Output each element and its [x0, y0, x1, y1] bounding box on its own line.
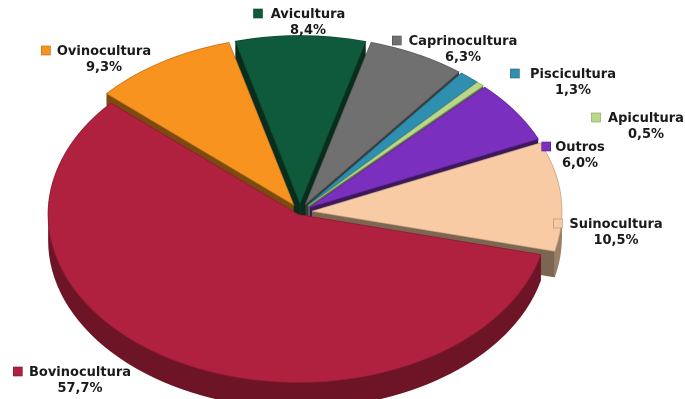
slice-avicultura — [234, 35, 367, 205]
pie-labels: Avicultura8,4%Caprinocultura6,3%Piscicul… — [13, 7, 684, 396]
legend-swatch-outros — [541, 141, 552, 152]
label-name-apicultura: Apicultura — [608, 111, 684, 126]
label-value-suinocultura: 10,5% — [593, 233, 638, 248]
label-value-apicultura: 0,5% — [628, 127, 664, 142]
label-value-ovinocultura: 9,3% — [86, 60, 122, 75]
label-value-avicultura: 8,4% — [290, 23, 326, 38]
slice-outros — [309, 86, 539, 208]
label-name-bovinocultura: Bovinocultura — [29, 365, 131, 380]
legend-swatch-apicultura — [591, 112, 601, 123]
label-value-piscicultura: 1,3% — [555, 83, 591, 98]
legend-swatch-ovinocultura — [41, 45, 51, 56]
legend-swatch-avicultura — [253, 8, 263, 19]
slice-caprinocultura — [304, 41, 460, 205]
label-value-caprinocultura: 6,3% — [445, 50, 481, 65]
slice-apicultura — [308, 81, 484, 207]
pie-tops — [47, 35, 563, 383]
label-name-caprinocultura: Caprinocultura — [409, 34, 518, 49]
label-value-outros: 6,0% — [562, 156, 598, 171]
label-name-suinocultura: Suinocultura — [569, 217, 662, 232]
label-name-outros: Outros — [555, 140, 605, 155]
slice-bovinocultura — [47, 102, 542, 383]
label-value-bovinocultura: 57,7% — [57, 381, 102, 396]
label-name-piscicultura: Piscicultura — [530, 67, 616, 82]
slice-side-suinocultura — [554, 211, 562, 278]
slice-piscicultura — [307, 72, 478, 206]
legend-swatch-bovinocultura — [13, 366, 23, 377]
legend-swatch-caprinocultura — [391, 35, 402, 46]
slice-ovinocultura — [105, 42, 295, 206]
label-name-ovinocultura: Ovinocultura — [57, 44, 151, 59]
label-name-avicultura: Avicultura — [271, 7, 346, 22]
legend-swatch-piscicultura — [510, 68, 520, 79]
legend-swatch-suinocultura — [553, 218, 563, 229]
